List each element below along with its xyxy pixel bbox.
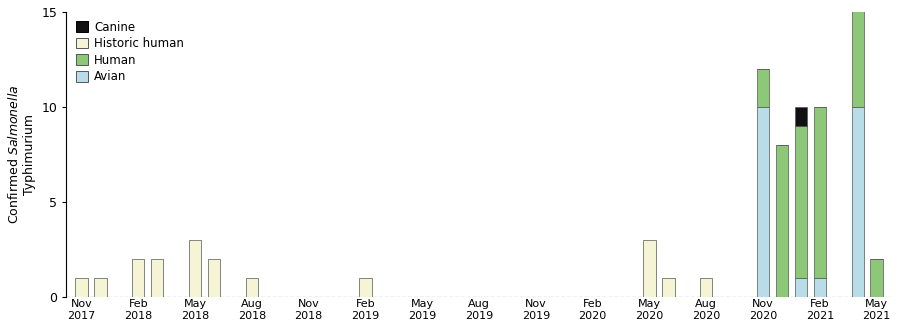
Legend: Canine, Historic human, Human, Avian: Canine, Historic human, Human, Avian — [76, 21, 184, 83]
Bar — [757, 107, 770, 297]
Bar — [814, 107, 826, 278]
Bar — [208, 259, 220, 297]
Bar — [94, 278, 106, 297]
Bar — [814, 278, 826, 297]
Bar — [851, 0, 864, 107]
Bar — [851, 107, 864, 297]
Bar — [246, 278, 258, 297]
Bar — [662, 278, 674, 297]
Bar — [76, 278, 87, 297]
Y-axis label: Confirmed $\it{Salmonella}$
Typhimurium: Confirmed $\it{Salmonella}$ Typhimurium — [7, 85, 36, 224]
Bar — [700, 278, 713, 297]
Bar — [776, 145, 788, 297]
Bar — [151, 259, 164, 297]
Bar — [132, 259, 145, 297]
Bar — [757, 69, 770, 107]
Bar — [359, 278, 372, 297]
Bar — [870, 259, 883, 297]
Bar — [189, 240, 202, 297]
Bar — [644, 240, 655, 297]
Bar — [795, 126, 807, 278]
Bar — [795, 278, 807, 297]
Bar — [795, 107, 807, 126]
